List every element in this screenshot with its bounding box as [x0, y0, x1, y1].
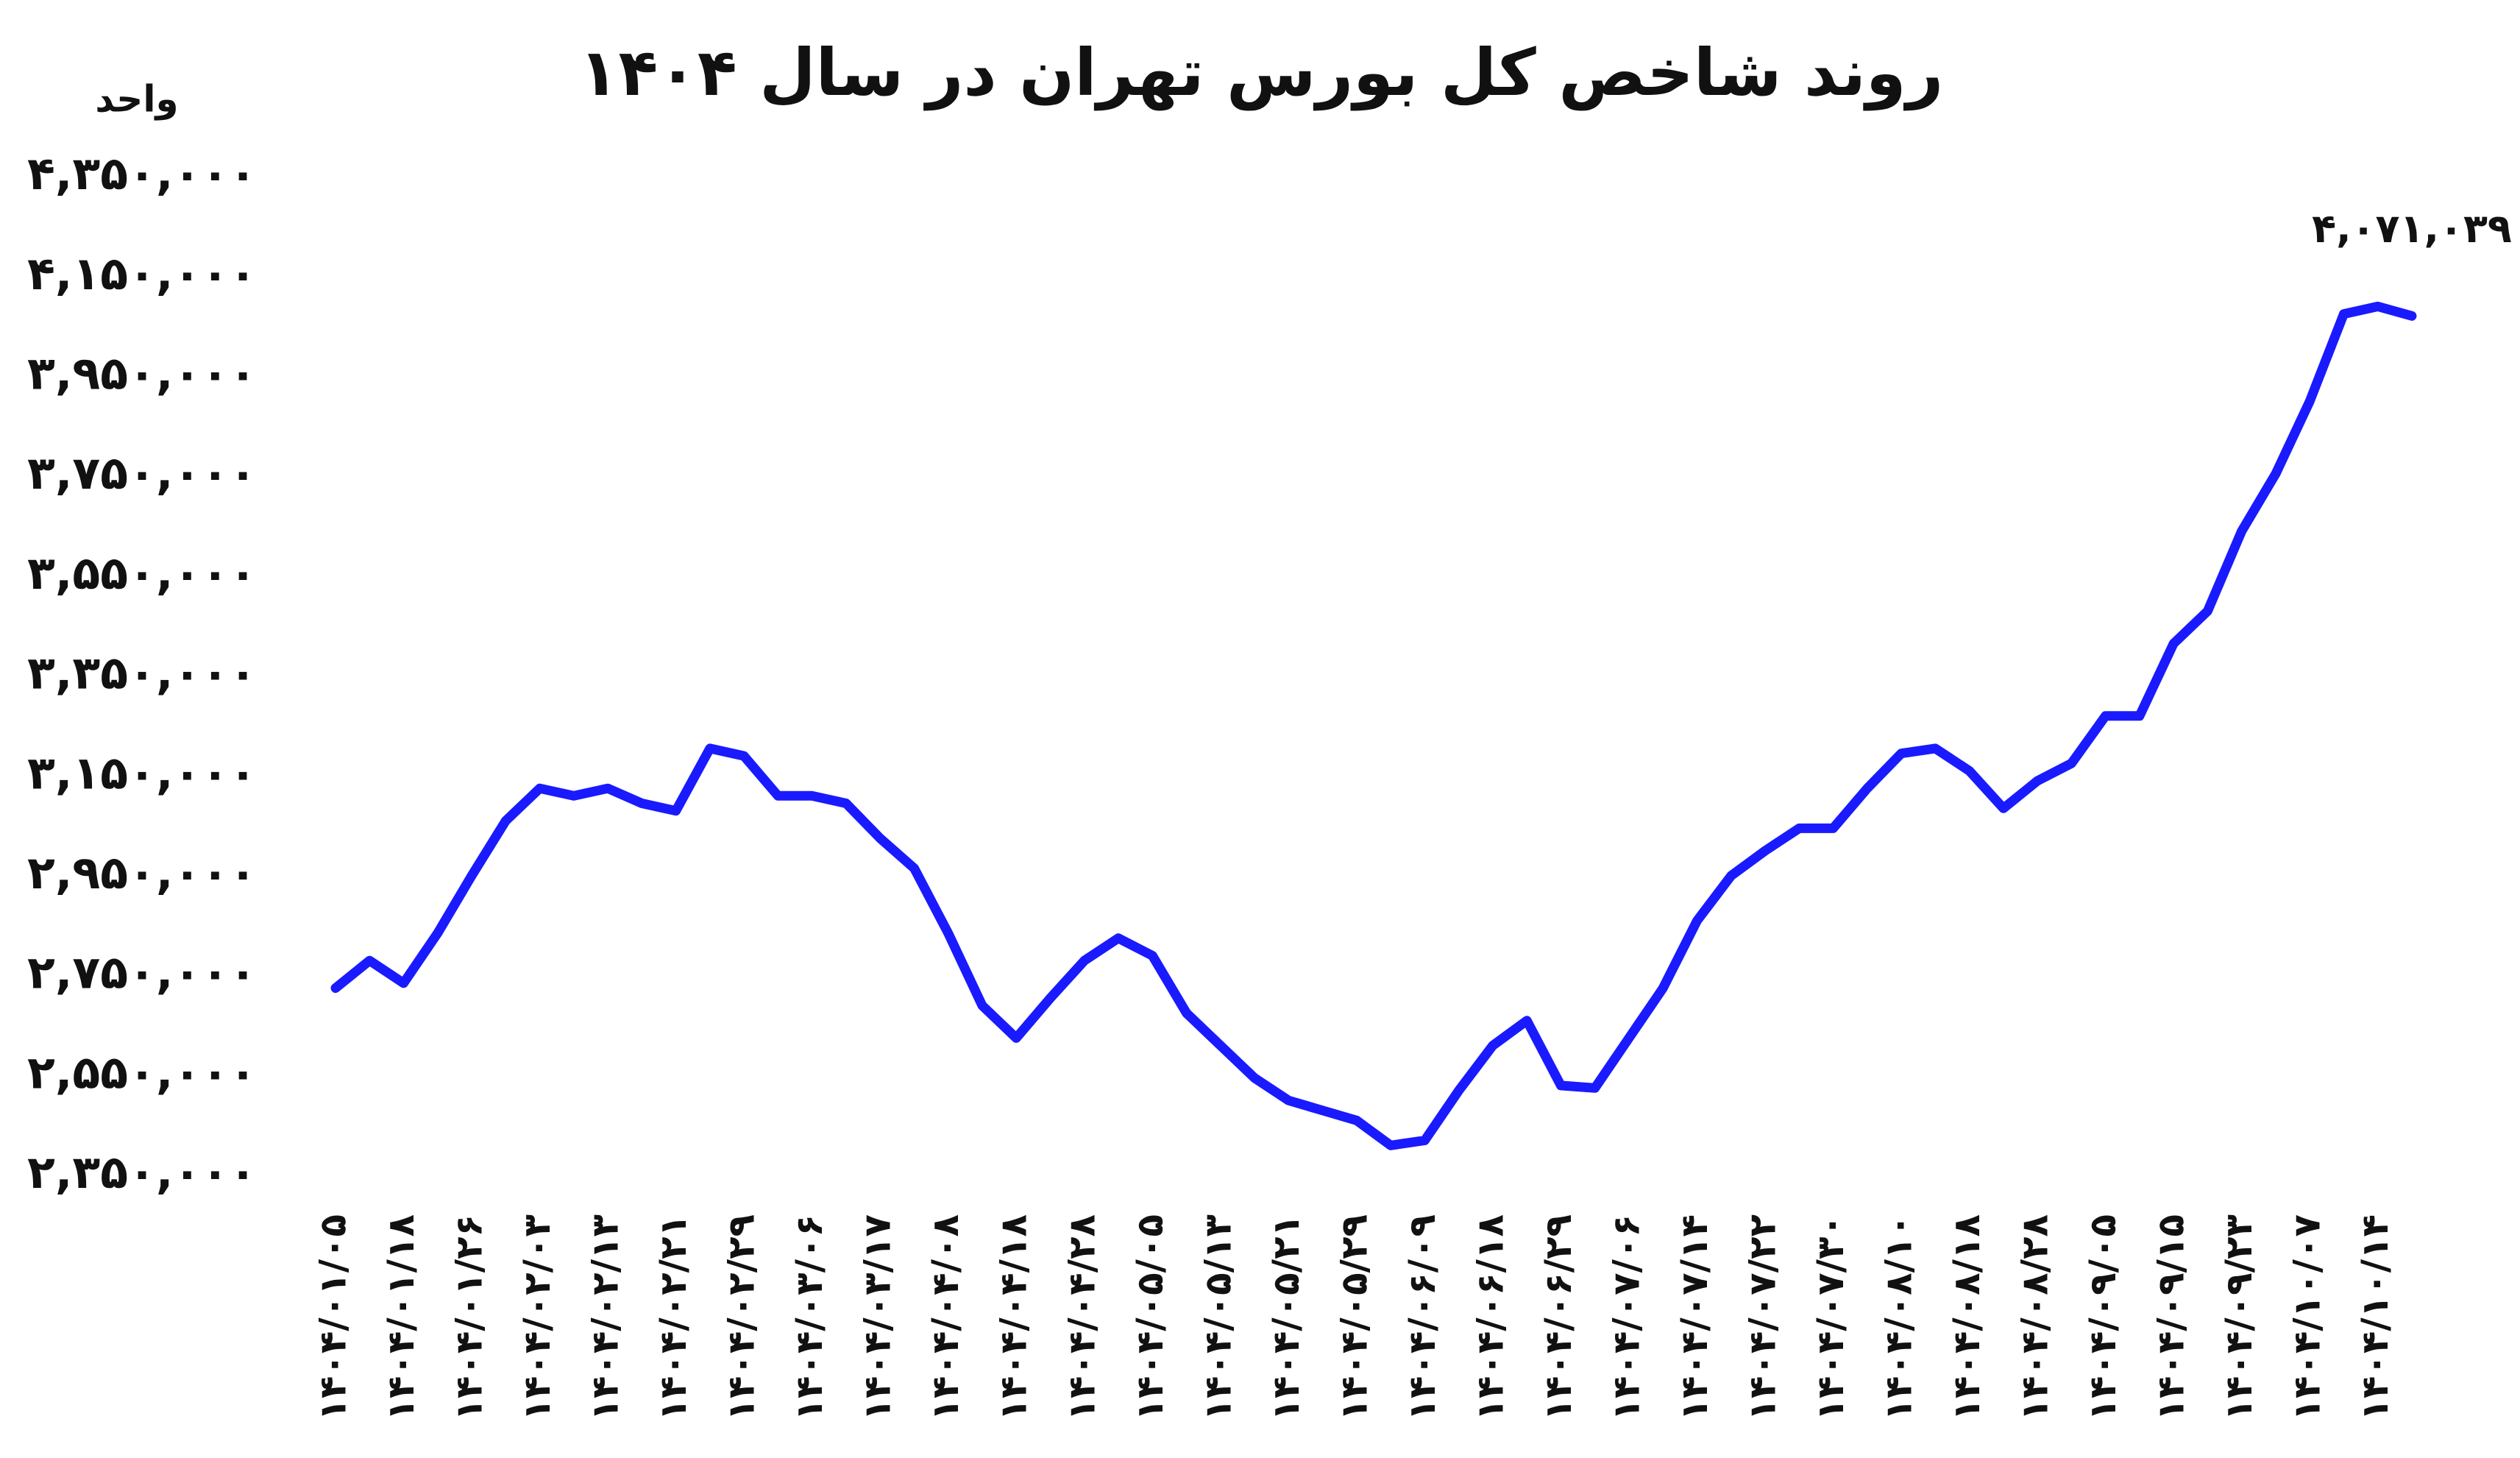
x-tick-label: ۱۴۰۴/۰۸/۲۸: [2014, 1214, 2056, 1421]
x-tick-label: ۱۴۰۴/۰۶/۰۹: [1401, 1214, 1444, 1421]
y-tick-label: ۴,۳۵۰,۰۰۰: [27, 146, 257, 200]
x-tick-label: ۱۴۰۴/۰۴/۱۸: [993, 1214, 1035, 1421]
y-tick-label: ۲,۷۵۰,۰۰۰: [27, 946, 257, 999]
x-tick-label: ۱۴۰۴/۰۷/۱۴: [1673, 1214, 1716, 1421]
x-tick-label: ۱۴۰۴/۰۶/۲۹: [1537, 1214, 1580, 1421]
x-tick-label: ۱۴۰۴/۰۲/۰۳: [516, 1214, 558, 1421]
x-tick-label: ۱۴۰۴/۱۰/۰۷: [2286, 1214, 2329, 1421]
y-tick-label: ۳,۷۵۰,۰۰۰: [27, 446, 257, 500]
y-tick-label: ۳,۹۵۰,۰۰۰: [27, 346, 257, 400]
x-tick-label: ۱۴۰۴/۰۹/۰۵: [2081, 1214, 2124, 1421]
x-tick-label: ۱۴۰۴/۰۴/۲۸: [1060, 1214, 1103, 1421]
y-tick-label: ۳,۱۵۰,۰۰۰: [27, 746, 257, 799]
y-tick-label: ۲,۹۵۰,۰۰۰: [27, 846, 257, 899]
y-tick-label: ۲,۵۵۰,۰۰۰: [27, 1045, 257, 1099]
x-tick-label: ۱۴۰۴/۰۲/۲۱: [652, 1214, 695, 1421]
x-tick-label: ۱۴۰۴/۰۶/۱۸: [1469, 1214, 1511, 1421]
x-tick-label: ۱۴۰۴/۰۱/۰۵: [312, 1214, 355, 1421]
line: [330, 301, 2417, 1150]
x-tick-label: ۱۴۰۴/۰۹/۲۳: [2218, 1214, 2260, 1421]
x-tick-label: ۱۴۰۴/۰۴/۰۸: [924, 1214, 967, 1421]
x-tick-label: ۱۴۰۴/۰۲/۲۹: [720, 1214, 763, 1421]
x-tick-label: ۱۴۰۴/۱۰/۱۴: [2354, 1214, 2396, 1421]
x-tick-label: ۱۴۰۴/۰۳/۱۷: [856, 1214, 899, 1421]
y-tick-label: ۴,۱۵۰,۰۰۰: [27, 247, 257, 300]
x-tick-label: ۱۴۰۴/۰۳/۰۶: [788, 1214, 831, 1421]
y-axis-label: واحد: [95, 78, 178, 121]
x-tick-label: ۱۴۰۴/۰۱/۲۶: [448, 1214, 491, 1421]
x-tick-label: ۱۴۰۴/۰۷/۰۶: [1605, 1214, 1647, 1421]
y-tick-label: ۳,۳۵۰,۰۰۰: [27, 646, 257, 700]
x-tick-label: ۱۴۰۴/۰۵/۲۱: [1265, 1214, 1307, 1421]
y-tick-label: ۲,۳۵۰,۰۰۰: [27, 1145, 257, 1199]
chart-title: روند شاخص کل بورس تهران در سال ۱۴۰۴: [579, 35, 1944, 111]
x-tick-label: ۱۴۰۴/۰۹/۱۵: [2150, 1214, 2193, 1421]
x-tick-label: ۱۴۰۴/۰۱/۱۸: [380, 1214, 422, 1421]
data-label: ۴,۰۷۱,۰۳۹: [2312, 205, 2512, 252]
y-tick-label: ۳,۵۵۰,۰۰۰: [27, 546, 257, 600]
x-tick-label: ۱۴۰۴/۰۲/۱۳: [584, 1214, 627, 1421]
x-tick-label: ۱۴۰۴/۰۸/۱۸: [1945, 1214, 1988, 1421]
x-tick-label: ۱۴۰۴/۰۵/۲۹: [1332, 1214, 1375, 1421]
x-tick-label: ۱۴۰۴/۰۷/۳۰: [1809, 1214, 1852, 1421]
x-tick-label: ۱۴۰۴/۰۸/۱۰: [1878, 1214, 1920, 1421]
x-tick-label: ۱۴۰۴/۰۵/۱۳: [1196, 1214, 1239, 1421]
x-tick-label: ۱۴۰۴/۰۷/۲۲: [1742, 1214, 1784, 1421]
x-tick-label: ۱۴۰۴/۰۵/۰۵: [1129, 1214, 1171, 1421]
